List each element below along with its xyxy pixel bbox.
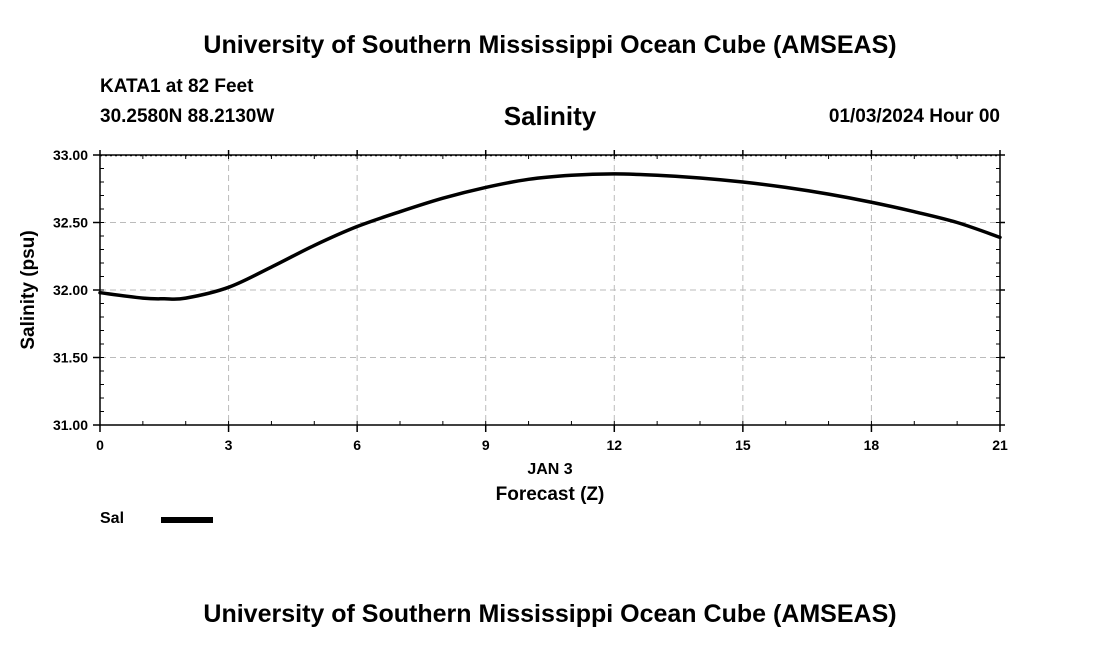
x-tick-label: 21: [992, 437, 1008, 453]
y-tick-label: 32.00: [53, 282, 88, 298]
chart-main-title: University of Southern Mississippi Ocean…: [203, 31, 897, 59]
y-tick-label: 31.50: [53, 350, 88, 366]
x-tick-label: 12: [606, 437, 622, 453]
station-coordinates: 30.2580N 88.2130W: [100, 106, 275, 127]
station-label: KATA1 at 82 Feet: [100, 76, 254, 97]
y-tick-label: 32.50: [53, 215, 88, 231]
x-tick-label: 3: [225, 437, 233, 453]
y-tick-label: 33.00: [53, 147, 88, 163]
legend-line-swatch: [161, 517, 213, 523]
salinity-series-line: [98, 172, 1002, 301]
x-tick-label: 15: [735, 437, 751, 453]
x-axis-title: Forecast (Z): [496, 484, 605, 505]
x-tick-label: 0: [96, 437, 104, 453]
y-axis-ticks: 31.00 31.50 32.00 32.50 33.00: [53, 147, 1005, 433]
y-axis-title: Salinity (psu): [18, 230, 39, 349]
footer-title: University of Southern Mississippi Ocean…: [203, 600, 897, 628]
x-tick-label: 18: [864, 437, 880, 453]
parameter-title: Salinity: [503, 101, 597, 131]
x-axis-date-label: JAN 3: [527, 461, 572, 478]
x-tick-label: 9: [482, 437, 490, 453]
y-tick-label: 31.00: [53, 417, 88, 433]
forecast-datetime: 01/03/2024 Hour 00: [828, 106, 1000, 127]
x-tick-label: 6: [353, 437, 361, 453]
x-axis-ticks: 0 3 6 9 12 15 18 21: [96, 150, 1008, 453]
grid-lines: [100, 154, 1000, 425]
legend-series-label: Sal: [100, 510, 125, 527]
